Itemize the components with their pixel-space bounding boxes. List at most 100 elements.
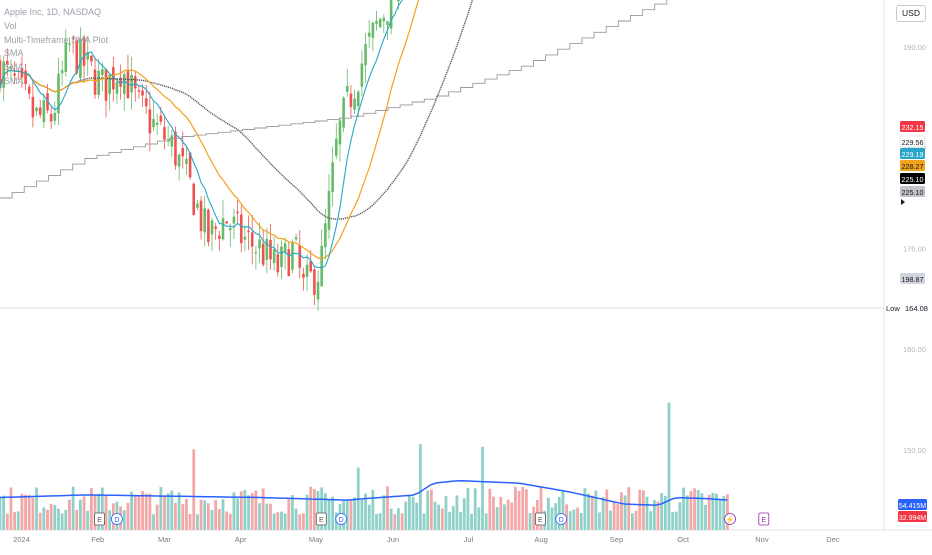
candle-body xyxy=(60,70,64,74)
volume-bar xyxy=(393,514,397,530)
volume-bar xyxy=(68,499,71,530)
legend-sma-1[interactable]: SMA xyxy=(4,48,24,59)
volume-bar xyxy=(503,504,506,530)
volume-bar xyxy=(239,491,243,530)
volume-bar xyxy=(587,493,590,530)
x-tick-label: Dec xyxy=(826,535,840,544)
price-tag-box xyxy=(899,135,926,148)
volume-bar xyxy=(455,495,459,530)
x-tick-label: May xyxy=(309,535,323,544)
legend-sma-3[interactable]: SMA xyxy=(4,75,24,86)
candle-body xyxy=(276,254,280,273)
volume-bar xyxy=(250,493,254,530)
volume-bar xyxy=(46,509,49,530)
volume-bar xyxy=(24,494,27,530)
volume-bar xyxy=(400,513,404,530)
volume-bar xyxy=(707,494,711,530)
volume-bar xyxy=(100,487,104,530)
candle-body xyxy=(166,139,170,141)
volume-bar xyxy=(130,491,133,530)
candle-body xyxy=(90,55,93,62)
dividend-marker-circle xyxy=(724,513,736,525)
candle-body xyxy=(133,76,137,89)
candle-body xyxy=(367,32,371,37)
volume-bar xyxy=(422,513,426,530)
volume-bar xyxy=(38,512,42,530)
volume-bar xyxy=(576,507,579,530)
price-tag: 229.56 xyxy=(899,135,926,148)
volume-bar xyxy=(605,489,609,530)
candle-body xyxy=(320,245,323,287)
candle-body xyxy=(86,51,90,60)
x-tick-label: Aug xyxy=(534,535,547,544)
candle-body xyxy=(250,232,254,247)
volume-bar xyxy=(473,488,477,530)
volume-bar xyxy=(477,507,481,530)
volume-bar xyxy=(60,513,64,530)
candle-body xyxy=(196,203,199,208)
volume-bar xyxy=(53,505,57,530)
candle-body xyxy=(31,96,35,118)
volume-bar xyxy=(667,402,671,530)
volume-bar xyxy=(378,513,382,530)
volume-bar xyxy=(726,494,729,530)
volume-bar xyxy=(174,502,177,530)
candle-body xyxy=(356,91,360,106)
earnings-marker-box xyxy=(315,512,327,526)
volume-bar xyxy=(199,499,203,530)
legend-sma-2[interactable]: SMA xyxy=(4,62,24,73)
candle-body xyxy=(342,97,345,128)
volume-bar xyxy=(144,493,148,530)
price-tag-label: 228.27 xyxy=(902,162,924,171)
volume-bar xyxy=(309,486,313,530)
volume-bar xyxy=(35,487,38,530)
volume-bar xyxy=(86,510,90,530)
volume-bar xyxy=(276,512,280,530)
legend-mtf-sma[interactable]: Multi-Timeframe SMA Plot xyxy=(4,34,109,45)
volume-bar xyxy=(305,494,309,530)
symbol-title[interactable]: Apple Inc, 1D, NASDAQ xyxy=(4,7,102,17)
volume-bar xyxy=(89,488,93,530)
candle-body xyxy=(360,63,364,87)
volume-bar xyxy=(188,513,192,530)
currency-button[interactable]: USD xyxy=(896,5,926,22)
candle-body xyxy=(331,162,334,193)
volume-bar xyxy=(323,493,327,530)
volume-tag-box xyxy=(898,511,927,522)
volume-bar xyxy=(13,511,17,530)
volume-bar xyxy=(141,491,144,530)
volume-tag-label: 54.415M xyxy=(899,503,926,510)
dividend-marker-circle xyxy=(335,513,348,525)
volume-bar xyxy=(360,499,364,530)
volume-bar xyxy=(470,513,473,530)
candle-body xyxy=(159,115,163,122)
volume-bar xyxy=(426,490,430,530)
volume-bar xyxy=(177,492,181,530)
volume-bar xyxy=(499,496,503,530)
volume-bar xyxy=(641,490,645,530)
volume-bar xyxy=(104,494,108,530)
candle-body xyxy=(272,249,276,264)
legend-volume[interactable]: Vol xyxy=(4,20,17,31)
volume-bar xyxy=(554,503,558,530)
candle-body xyxy=(283,243,287,253)
chart-legend: Apple Inc, 1D, NASDAQ Vol Multi-Timefram… xyxy=(4,6,108,89)
volume-bar xyxy=(437,504,441,530)
volume-bar xyxy=(331,496,335,530)
volume-bar xyxy=(411,496,415,530)
volume-bar xyxy=(510,502,514,530)
event-marker-label: E xyxy=(538,517,543,524)
candle-body xyxy=(236,211,239,214)
candle-body xyxy=(378,18,382,27)
volume-bar xyxy=(386,486,389,530)
price-tag-label: 225.10 xyxy=(902,175,924,184)
event-marker: E xyxy=(94,512,105,526)
event-marker-label: D xyxy=(114,517,119,524)
candle-body xyxy=(207,209,210,243)
volume-bar xyxy=(272,513,276,530)
volume-bar xyxy=(397,508,400,530)
volume-bar xyxy=(261,488,265,530)
volume-tag: 32.994M xyxy=(898,511,927,522)
